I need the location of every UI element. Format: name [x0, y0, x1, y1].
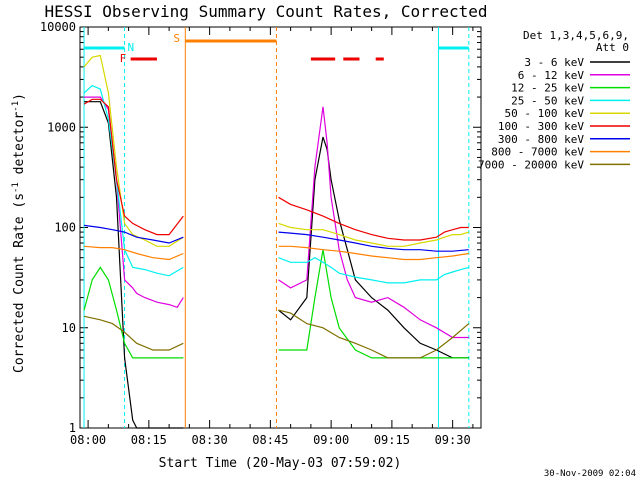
- legend-label-5: 50 - 100 keV: [505, 107, 585, 120]
- y-tick-label: 10000: [40, 20, 76, 34]
- series-line-8: [278, 245, 469, 261]
- y-axis-label-group: Corrected Count Rate (s-1 detector-1): [11, 93, 27, 373]
- series-line-5: [278, 222, 469, 247]
- y-tick-label: 1000: [47, 120, 76, 134]
- x-axis-label: Start Time (20-May-03 07:59:02): [159, 456, 402, 471]
- legend-label-8: 800 - 7000 keV: [491, 146, 584, 159]
- x-tick-label: 08:30: [192, 433, 228, 447]
- y-tick-label: 100: [54, 221, 76, 235]
- saa-label: S: [173, 32, 180, 45]
- legend-label-9: 7000 - 20000 keV: [478, 158, 584, 171]
- x-tick-label: 08:45: [252, 433, 288, 447]
- legend-label-7: 300 - 800 keV: [498, 133, 584, 146]
- series-line-2: [278, 106, 469, 339]
- y-tick-label: 10: [62, 321, 76, 335]
- series-line-3: [83, 266, 184, 359]
- x-tick-label: 09:30: [435, 433, 471, 447]
- legend-header-1: Det 1,3,4,5,6,9,: [523, 29, 629, 42]
- series-line-6: [278, 196, 469, 241]
- plot-area: 1 10 100 1000 10000 08:00 08:15 08:30 08:45 09:00…: [40, 20, 482, 447]
- series-line-9: [278, 309, 470, 359]
- series-line-8: [84, 245, 184, 261]
- series-line-3: [278, 249, 469, 359]
- x-tick-label: 09:15: [374, 433, 410, 447]
- y-tick-label: 1: [69, 421, 76, 435]
- legend-label-1: 3 - 6 keV: [524, 56, 584, 69]
- x-tick-label: 09:00: [313, 433, 349, 447]
- series-line-2: [84, 96, 184, 309]
- legend-label-2: 6 - 12 keV: [518, 69, 585, 82]
- series-line-9: [83, 315, 184, 351]
- series-line-6: [83, 98, 184, 236]
- flare-label: F: [120, 52, 127, 65]
- legend-label-3: 12 - 25 keV: [511, 82, 584, 95]
- night-label: N: [128, 41, 135, 54]
- series-line-7: [278, 231, 469, 252]
- series-line-1: [84, 101, 184, 429]
- series-line-1: [278, 136, 469, 359]
- series-line-4: [278, 257, 469, 284]
- legend-header-2: Att 0: [596, 41, 629, 54]
- x-tick-label: 08:00: [70, 433, 106, 447]
- chart-title: HESSI Observing Summary Count Rates, Cor…: [44, 2, 487, 21]
- y-axis-label: Corrected Count Rate (s-1 detector-1): [11, 93, 27, 373]
- x-tick-label: 08:15: [131, 433, 167, 447]
- legend-label-4: 25 - 50 keV: [511, 94, 584, 107]
- footer-timestamp: 30-Nov-2009 02:04: [544, 469, 636, 479]
- series-line-7: [84, 224, 184, 244]
- legend-label-6: 100 - 300 keV: [498, 120, 584, 133]
- series-line-5: [83, 54, 184, 247]
